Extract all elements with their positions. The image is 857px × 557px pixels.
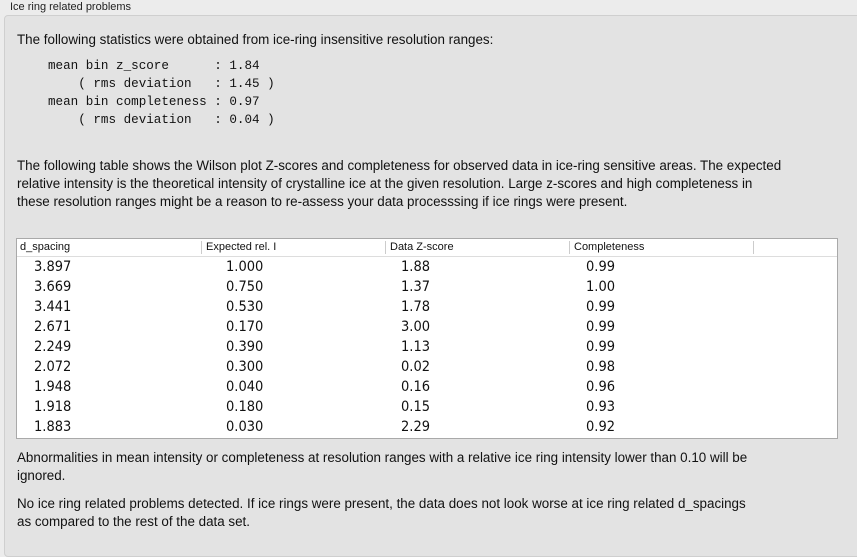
table-cell: 1.37 [401,279,431,295]
group-title: Ice ring related problems [10,1,132,13]
column-header-expected-rel-i[interactable]: Expected rel. I [202,241,386,254]
table-cell: 0.390 [226,339,264,355]
table-cell: 0.530 [226,299,264,315]
note-result: No ice ring related problems detected. I… [17,496,746,529]
table-cell: 1.918 [34,399,72,415]
table-row[interactable]: 1.918 0.180 0.15 0.93 [17,397,837,417]
table-cell: 1.000 [226,259,264,275]
table-cell: 0.180 [226,399,264,415]
table-header: d_spacing Expected rel. I Data Z-score C… [17,239,837,257]
table-cell: 0.02 [401,359,431,375]
table-cell: 0.99 [586,299,616,315]
description-text: The following table shows the Wilson plo… [17,158,782,209]
table-cell: 1.948 [34,379,72,395]
table-cell: 2.072 [34,359,72,375]
table-cell: 2.29 [401,419,431,435]
table-row[interactable]: 3.669 0.750 1.37 1.00 [17,277,837,297]
table-cell: 3.897 [34,259,72,275]
table-cell: 1.00 [586,279,616,295]
table-cell: 0.750 [226,279,264,295]
table-row[interactable]: 3.441 0.530 1.78 0.99 [17,297,837,317]
table-cell: 2.249 [34,339,72,355]
table-cell: 2.671 [34,319,72,335]
stats-block: mean bin z_score : 1.84 ( rms deviation … [48,59,275,127]
intro-text: The following statistics were obtained f… [17,32,494,47]
table-cell: 3.669 [34,279,72,295]
table-cell: 0.030 [226,419,264,435]
note-threshold: Abnormalities in mean intensity or compl… [17,450,748,483]
table-cell: 0.93 [586,399,616,415]
table-row[interactable]: 2.072 0.300 0.02 0.98 [17,357,837,377]
table-cell: 1.88 [401,259,431,275]
table-cell: 0.16 [401,379,431,395]
table-cell: 0.96 [586,379,616,395]
table-cell: 0.99 [586,319,616,335]
table-row[interactable]: 2.671 0.170 3.00 0.99 [17,317,837,337]
table-row[interactable]: 3.897 1.000 1.88 0.99 [17,257,837,277]
table-cell: 0.99 [586,339,616,355]
column-header-completeness[interactable]: Completeness [570,241,754,254]
ice-ring-table[interactable]: d_spacing Expected rel. I Data Z-score C… [16,238,838,439]
table-row[interactable]: 2.249 0.390 1.13 0.99 [17,337,837,357]
table-row[interactable]: 1.883 0.030 2.29 0.92 [17,417,837,437]
table-cell: 1.78 [401,299,431,315]
table-cell: 0.170 [226,319,264,335]
table-cell: 0.300 [226,359,264,375]
table-cell: 0.15 [401,399,431,415]
table-cell: 3.00 [401,319,431,335]
table-cell: 0.040 [226,379,264,395]
table-cell: 0.92 [586,419,616,435]
table-cell: 1.13 [401,339,431,355]
table-cell: 3.441 [34,299,72,315]
column-header-data-z-score[interactable]: Data Z-score [386,241,570,254]
column-header-d-spacing[interactable]: d_spacing [17,241,202,254]
table-row[interactable]: 1.948 0.040 0.16 0.96 [17,377,837,397]
table-cell: 0.98 [586,359,616,375]
table-cell: 1.883 [34,419,72,435]
table-cell: 0.99 [586,259,616,275]
